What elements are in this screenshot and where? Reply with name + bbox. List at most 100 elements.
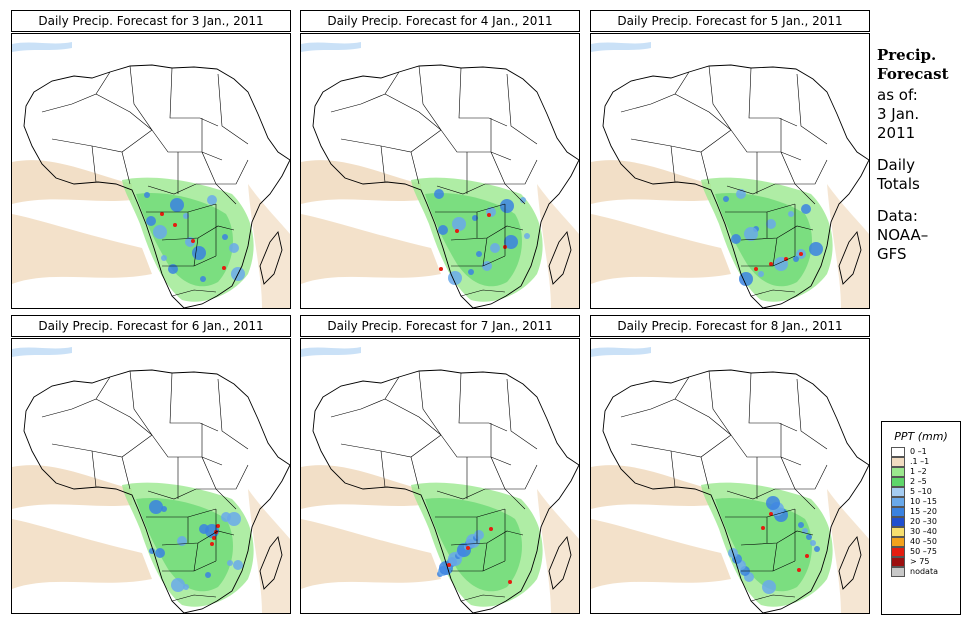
country-border: [380, 145, 386, 183]
heavy-rain-cell: [160, 212, 164, 216]
country-border: [217, 73, 249, 145]
rain-cell: [144, 192, 150, 198]
rain-cell: [739, 272, 753, 286]
rain-cell: [758, 271, 764, 277]
country-border: [458, 67, 508, 127]
panel-title: Daily Precip. Forecast for 7 Jan., 2011: [300, 315, 580, 337]
rain-cell: [801, 204, 811, 214]
madagascar-coastline: [259, 230, 283, 285]
country-border: [726, 488, 816, 510]
heading-precip: Precip.: [877, 46, 937, 64]
precip-map: [11, 33, 291, 309]
rain-cell: [723, 196, 729, 202]
rain-cell: [766, 219, 776, 229]
rain-region: [136, 192, 233, 287]
rain-streak: [12, 347, 72, 357]
rain-cell: [490, 243, 500, 253]
rain-cell: [205, 572, 211, 578]
legend-label: 15 –20: [910, 507, 937, 516]
country-border: [630, 434, 732, 458]
rain-cell: [153, 225, 167, 239]
country-border: [151, 129, 223, 161]
legend-label: 5 –10: [910, 487, 932, 496]
heavy-rain-cell: [761, 526, 765, 530]
heavy-rain-cell: [769, 512, 773, 516]
country-border: [91, 450, 97, 488]
rain-cell: [149, 500, 163, 514]
country-border: [151, 434, 223, 466]
forecast-panel-2: Daily Precip. Forecast for 4 Jan., 2011: [300, 10, 580, 309]
country-border: [740, 530, 814, 546]
country-border: [436, 488, 526, 510]
rain-region: [425, 192, 522, 287]
panel-title: Daily Precip. Forecast for 4 Jan., 2011: [300, 10, 580, 32]
rain-streak: [301, 347, 361, 357]
country-border: [505, 464, 538, 490]
country-border: [410, 456, 420, 490]
heavy-rain-cell: [784, 257, 788, 261]
madagascar-coastline: [548, 535, 572, 590]
rain-streak: [591, 347, 651, 357]
data-source-1: NOAA–: [877, 226, 929, 244]
heavy-rain-cell: [487, 213, 491, 217]
africa-coastline: [312, 64, 579, 308]
rain-cell: [814, 546, 820, 552]
africa-coastline: [602, 64, 869, 308]
rain-cell: [788, 211, 794, 217]
legend-swatch: [891, 567, 905, 577]
light-precip-band: [301, 214, 441, 284]
heavy-rain-cell: [439, 267, 443, 271]
rain-cell: [155, 548, 165, 558]
rain-cell: [183, 213, 189, 219]
country-border: [458, 372, 508, 432]
legend-item: 40 –50: [891, 537, 960, 547]
legend-item: 30 –40: [891, 527, 960, 537]
panel-title: Daily Precip. Forecast for 3 Jan., 2011: [11, 10, 291, 32]
legend-swatch: [891, 497, 905, 507]
country-border: [91, 145, 97, 183]
rain-cell: [171, 578, 185, 592]
rain-cell: [524, 233, 530, 239]
country-border: [740, 225, 814, 241]
rain-cell: [222, 234, 228, 240]
legend-swatch: [891, 557, 905, 567]
country-border: [796, 73, 828, 145]
legend-swatch: [891, 487, 905, 497]
legend-label: 30 –40: [910, 527, 937, 536]
light-precip-band: [248, 489, 290, 613]
forecast-panel-4: Daily Precip. Forecast for 6 Jan., 2011: [11, 315, 291, 614]
rain-cell: [520, 197, 526, 203]
legend-swatch: [891, 457, 905, 467]
light-precip-band: [12, 519, 152, 589]
country-border: [700, 151, 710, 185]
country-border: [795, 159, 828, 185]
country-border: [161, 530, 235, 546]
africa-coastline: [312, 369, 579, 613]
country-border: [700, 456, 710, 490]
rain-cell: [500, 199, 514, 213]
rain-cell: [200, 276, 206, 282]
light-precip-band: [591, 214, 731, 284]
asof-date: 3 Jan.: [877, 105, 920, 123]
country-border: [780, 118, 796, 185]
heavy-rain-cell: [489, 527, 493, 531]
light-precip-band: [12, 160, 132, 204]
rain-cell: [472, 215, 478, 221]
country-border: [51, 434, 153, 458]
light-precip-band: [12, 465, 132, 509]
heavy-rain-cell: [212, 536, 216, 540]
legend-label: 40 –50: [910, 537, 937, 546]
panel-title: Daily Precip. Forecast for 5 Jan., 2011: [590, 10, 870, 32]
heavy-rain-cell: [799, 252, 803, 256]
country-border: [451, 255, 506, 267]
country-border: [730, 129, 802, 161]
country-border: [147, 488, 237, 510]
legend-item: nodata: [891, 567, 960, 577]
heavy-rain-cell: [769, 262, 773, 266]
legend-item: 1 –2: [891, 467, 960, 477]
country-border: [147, 183, 237, 205]
data-source-2: GFS: [877, 245, 907, 263]
legend-label: nodata: [910, 567, 938, 576]
forecast-panel-6: Daily Precip. Forecast for 8 Jan., 2011: [590, 315, 870, 614]
precip-map: [11, 338, 291, 614]
